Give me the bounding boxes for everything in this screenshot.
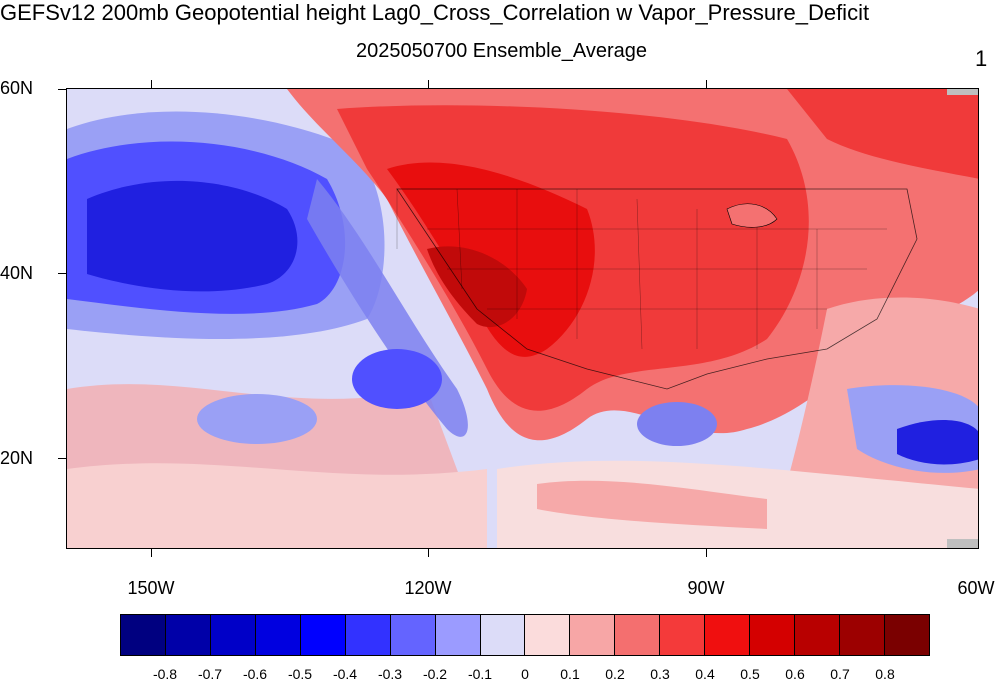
map-field-svg (67, 89, 978, 548)
colorbar-cell (750, 615, 796, 655)
colorbar-cell (345, 615, 391, 655)
colorbar-label: -0.4 (332, 666, 358, 682)
colorbar-label: -0.2 (422, 666, 448, 682)
colorbar (120, 614, 930, 656)
lon-label-60w: 60W (957, 578, 995, 598)
pacific-blue-patch (197, 394, 317, 444)
lat-label-20n: 20N (0, 448, 34, 468)
colorbar-cell (165, 615, 211, 655)
colorbar-label: 0.6 (785, 666, 805, 682)
tick-20n (58, 458, 66, 459)
colorbar-label: -0.5 (287, 666, 313, 682)
great-lakes (726, 203, 778, 228)
colorbar-label: 0.4 (695, 666, 715, 682)
tick-bottom-90w (706, 549, 707, 557)
tick-top-150w (151, 80, 152, 88)
colorbar-cell (255, 615, 301, 655)
colorbar-label: -0.3 (377, 666, 403, 682)
lon-label-90w: 90W (687, 578, 725, 598)
colorbar-label: -0.8 (152, 666, 178, 682)
correlation-map (66, 88, 979, 549)
colorbar-cell (121, 615, 166, 655)
lon-label-150w: 150W (127, 578, 175, 598)
colorbar-cell (435, 615, 481, 655)
tropical-pink-stripe (537, 480, 767, 529)
colorbar-label: 0.2 (605, 666, 625, 682)
colorbar-cell (795, 615, 840, 655)
lon-label-120w: 120W (404, 578, 452, 598)
usa-outline (396, 188, 918, 390)
colorbar-label: -0.7 (197, 666, 223, 682)
colorbar-label: 0 (521, 666, 529, 682)
colorbar-label: -0.6 (242, 666, 268, 682)
colorbar-label: 0.1 (560, 666, 580, 682)
tick-top-120w (428, 80, 429, 88)
colorbar-cell (660, 615, 706, 655)
subtropical-blue-blob (352, 349, 442, 409)
colorbar-cell (480, 615, 526, 655)
colorbar-cell (210, 615, 256, 655)
colorbar-label: -0.1 (467, 666, 493, 682)
tick-60n (58, 89, 66, 90)
colorbar-cell (884, 615, 929, 655)
state-lines-horizontal (427, 228, 887, 310)
colorbar-cell (300, 615, 346, 655)
colorbar-cell (525, 615, 571, 655)
caribbean-blue-core (897, 419, 978, 465)
tick-top-90w (706, 80, 707, 88)
right-corner-label: 1 (975, 46, 988, 71)
northeast-red-region (787, 89, 978, 179)
colorbar-label: 0.5 (740, 666, 760, 682)
colorbar-label: 0.7 (830, 666, 850, 682)
lat-label-60n: 60N (0, 78, 34, 98)
tropical-pink-band (67, 463, 487, 548)
colorbar-label: 0.3 (650, 666, 670, 682)
tick-bottom-120w (428, 549, 429, 557)
colorbar-label: 0.8 (875, 666, 895, 682)
tick-bottom-150w (151, 549, 152, 557)
pacific-blue-region-core (87, 180, 298, 292)
tick-40n (58, 273, 66, 274)
missing-data-bottom-right (947, 539, 978, 548)
lat-label-40n: 40N (0, 263, 34, 283)
colorbar-cell (840, 615, 885, 655)
state-lines-vertical (396, 188, 818, 350)
gulf-blue-patch (637, 402, 717, 446)
missing-data-top-right (947, 89, 978, 95)
chart-title: GEFSv12 200mb Geopotential height Lag0_C… (0, 0, 870, 25)
colorbar-cell (615, 615, 661, 655)
colorbar-cell (390, 615, 436, 655)
colorbar-cell (570, 615, 616, 655)
chart-subtitle: 2025050700 Ensemble_Average (356, 40, 647, 62)
southwest-red-core (427, 246, 527, 328)
colorbar-cell (705, 615, 751, 655)
